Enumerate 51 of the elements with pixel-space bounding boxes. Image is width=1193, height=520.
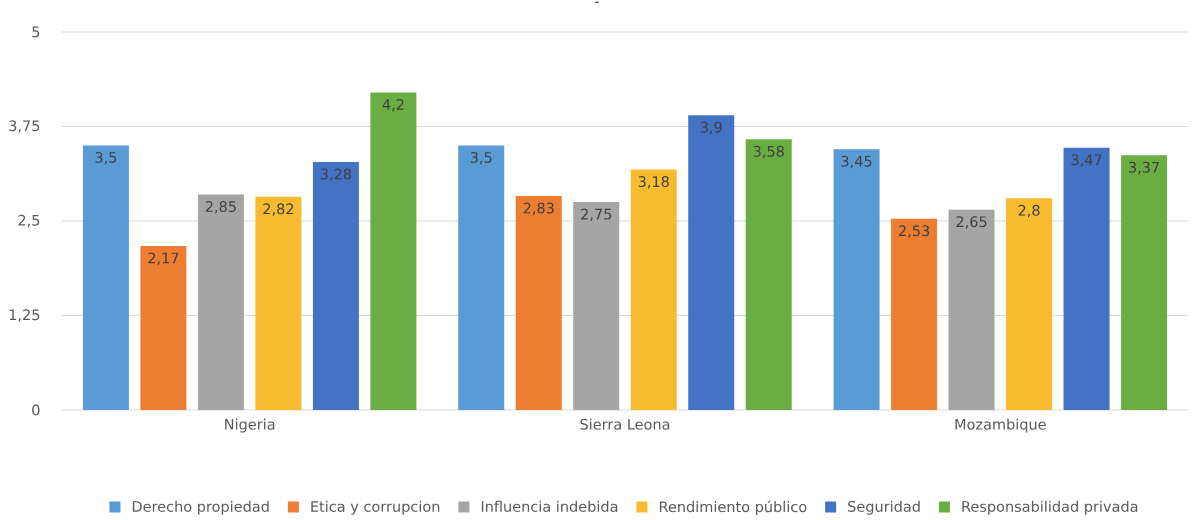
y-tick-label: 0: [32, 404, 40, 416]
data-label: 3,5: [95, 151, 117, 165]
data-label: 3,18: [638, 176, 669, 189]
legend-label: Seguridad: [848, 500, 920, 515]
legend-label: Rendimiento público: [659, 500, 807, 516]
x-tick-label: Sierra Leona: [580, 418, 670, 430]
legend-label: Influencia indebida: [481, 500, 618, 512]
data-label: 3,45: [841, 155, 872, 169]
bar: [458, 145, 505, 410]
data-label: 2,83: [523, 202, 554, 216]
bar: [688, 115, 735, 410]
bar: [1063, 147, 1110, 410]
data-label: 2,65: [956, 216, 987, 229]
bar: [515, 196, 562, 410]
data-label: 2,17: [148, 252, 179, 265]
legend-label: Derecho propiedad: [132, 500, 269, 515]
data-label: 2,82: [263, 203, 294, 216]
data-label: 2,75: [581, 208, 612, 222]
data-label: 3,37: [1129, 161, 1159, 175]
bar: [1006, 198, 1053, 410]
bar: [255, 196, 302, 410]
y-tick-label: 3,75: [9, 120, 40, 133]
x-tick-label: Nigeria: [225, 418, 275, 433]
y-tick-label: 1,25: [9, 309, 40, 322]
y-tick-label: 5: [32, 26, 40, 38]
bar: [370, 92, 417, 410]
data-label: 4,2: [382, 99, 404, 112]
data-label: 3,5: [470, 151, 492, 165]
bar: [197, 194, 244, 410]
data-label: 2,53: [898, 225, 930, 238]
chart-title: -: [595, 1, 599, 3]
bar: [82, 145, 129, 410]
data-label: 2,85: [205, 201, 236, 214]
bar: [833, 149, 880, 410]
data-label: 3,47: [1071, 154, 1102, 167]
x-tick-label: Mozambique: [955, 418, 1046, 433]
y-tick-label: 2,5: [18, 214, 40, 228]
bar: [1121, 155, 1168, 410]
data-label: 3,58: [753, 145, 784, 159]
data-label: 3,28: [320, 168, 352, 182]
legend-label: Etica y corrupcion: [311, 500, 440, 515]
bar: [312, 162, 359, 410]
bar: [630, 169, 677, 410]
bar: [948, 209, 995, 410]
bar: [573, 202, 620, 410]
legend-label: Responsabilidad privada: [962, 500, 1138, 515]
bar: [891, 218, 938, 410]
bar: [745, 139, 792, 410]
bar: [140, 245, 187, 410]
data-label: 2,8: [1018, 204, 1040, 218]
data-label: 3,9: [700, 121, 722, 135]
